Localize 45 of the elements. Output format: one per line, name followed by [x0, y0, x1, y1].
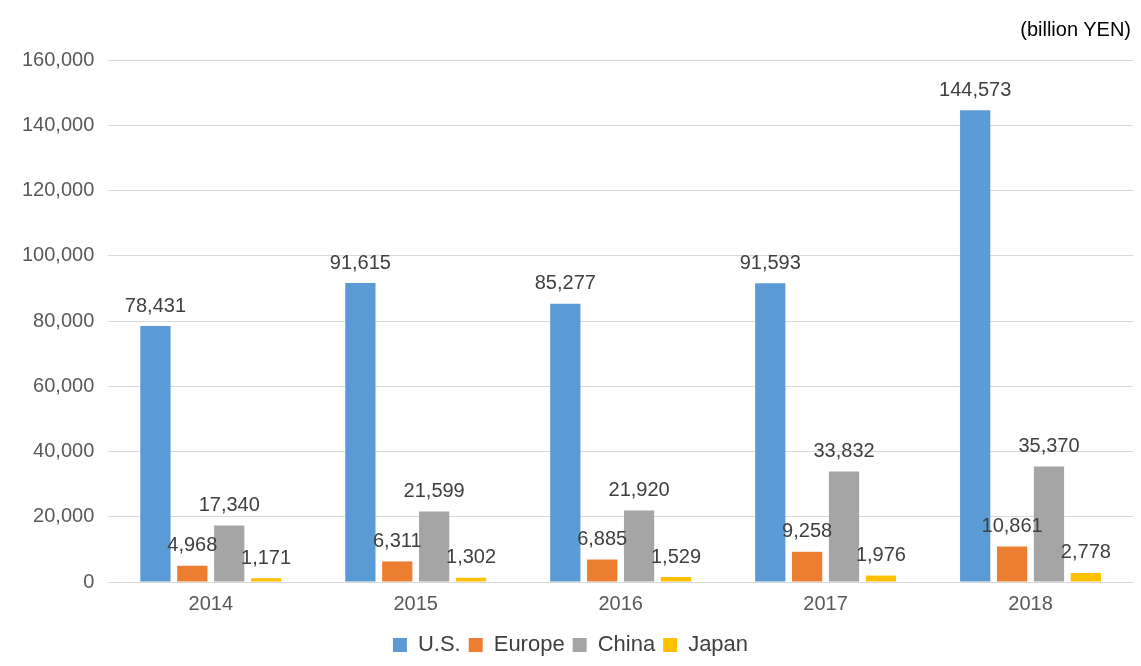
- bar: [345, 283, 376, 582]
- data-label: 144,573: [939, 77, 1012, 100]
- data-label: 21,920: [608, 478, 670, 500]
- bar: [250, 578, 282, 582]
- data-label: 1,976: [855, 543, 906, 566]
- y-tick-label: 40,000: [33, 439, 95, 462]
- x-tick-label: 2016: [598, 591, 643, 614]
- legend-label: China: [597, 631, 656, 657]
- legend-label: Europe: [493, 631, 565, 657]
- bar: [792, 551, 823, 582]
- bar: [382, 561, 413, 582]
- bar: [660, 577, 692, 582]
- data-label: 1,302: [446, 545, 497, 568]
- bar: [587, 559, 618, 582]
- y-tick-label: 20,000: [33, 504, 95, 527]
- data-label: 1,171: [241, 545, 292, 568]
- data-label: 17,340: [198, 492, 260, 515]
- data-label: 21,599: [403, 479, 465, 502]
- data-label: 2,778: [1060, 540, 1111, 563]
- y-tick-label: 160,000: [22, 47, 95, 70]
- bar: [865, 575, 897, 582]
- bar: [996, 546, 1028, 582]
- bar: [455, 577, 487, 582]
- bar: [1070, 572, 1101, 582]
- bar: [177, 565, 208, 582]
- data-label: 85,277: [534, 271, 596, 294]
- data-label: 78,431: [124, 293, 187, 316]
- text: (billion YEN): [1020, 17, 1131, 40]
- data-label: 91,593: [739, 250, 801, 273]
- y-tick-label: 140,000: [22, 112, 95, 135]
- data-label: 91,615: [329, 250, 391, 273]
- legend-label: U.S.: [417, 631, 461, 657]
- data-label: 33,832: [813, 439, 875, 462]
- y-tick-label: 120,000: [22, 178, 95, 201]
- y-tick-label: 100,000: [22, 243, 95, 266]
- y-tick-label: 0: [83, 569, 95, 592]
- legend-label: Japan: [688, 631, 749, 657]
- x-tick-label: 2014: [188, 591, 234, 614]
- data-label: 1,529: [650, 544, 702, 567]
- y-tick-label: 60,000: [33, 373, 95, 396]
- x-tick-label: 2018: [1008, 591, 1053, 614]
- x-tick-label: 2015: [393, 591, 438, 614]
- data-label: 35,370: [1018, 434, 1080, 457]
- y-tick-label: 80,000: [33, 308, 95, 331]
- x-tick-label: 2017: [803, 591, 848, 614]
